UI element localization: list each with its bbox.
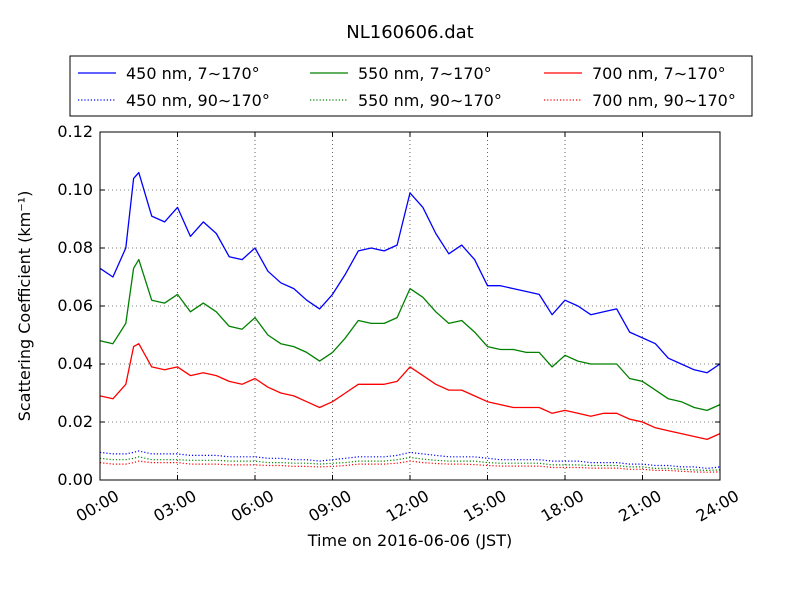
- legend-label-4: 450 nm, 90∼170°: [126, 91, 270, 110]
- series-group: [99, 171, 721, 473]
- legend-frame: [69, 55, 753, 117]
- x-axis-label: Time on 2016-06-06 (JST): [307, 531, 512, 550]
- series-line-5: [99, 456, 721, 471]
- chart-title: NL160606.dat: [346, 22, 473, 43]
- y-tick-label: 0.02: [57, 412, 93, 431]
- legend-label-2: 550 nm, 7∼170°: [358, 64, 492, 83]
- series-line-2: [99, 258, 721, 412]
- y-axis: 0.00 0.02 0.04 0.06 0.08 0.10 0.12: [57, 122, 720, 489]
- series-line-3: [99, 343, 721, 441]
- y-axis-label: Scattering Coefficient (km⁻¹): [15, 191, 34, 422]
- y-tick-label: 0.08: [57, 238, 93, 257]
- series-line-4: [99, 450, 721, 469]
- legend-label-5: 550 nm, 90∼170°: [358, 91, 502, 110]
- y-tick-label: 0.06: [57, 296, 93, 315]
- y-tick-label: 0.12: [57, 122, 93, 141]
- series-line-6: [99, 460, 721, 473]
- y-tick-label: 0.00: [57, 470, 93, 489]
- y-tick-label: 0.04: [57, 354, 93, 373]
- legend-label-3: 700 nm, 7∼170°: [592, 64, 726, 83]
- y-tick-label: 0.10: [57, 180, 93, 199]
- series-line-1: [99, 171, 721, 374]
- legend-label-1: 450 nm, 7∼170°: [126, 64, 260, 83]
- legend-label-6: 700 nm, 90∼170°: [592, 91, 736, 110]
- legend: 450 nm, 7∼170° 550 nm, 7∼170° 700 nm, 7∼17…: [69, 55, 753, 117]
